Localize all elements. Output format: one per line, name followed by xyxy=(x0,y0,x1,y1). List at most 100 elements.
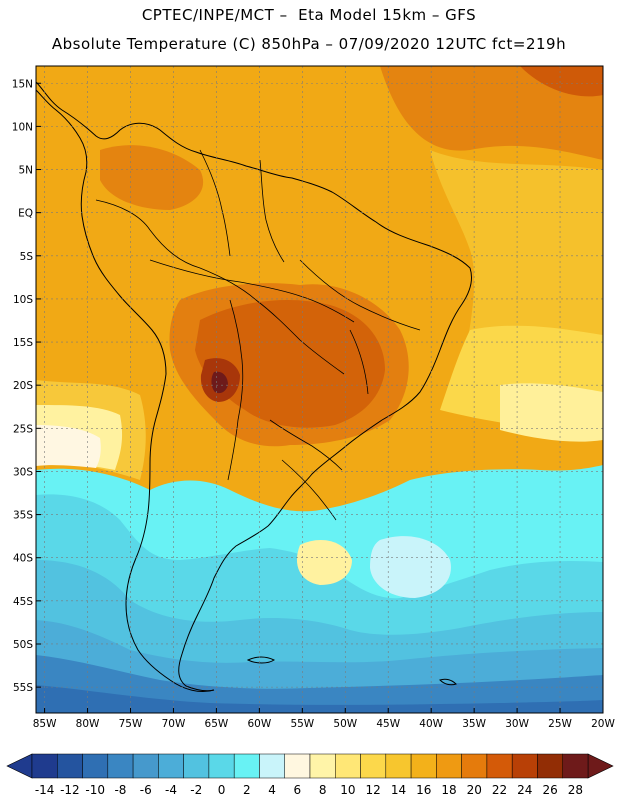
lon-label: 75W xyxy=(119,718,143,730)
map-title-variable: Absolute Temperature (C) 850hPa – 07/09/… xyxy=(51,35,567,53)
colorbar-cell xyxy=(82,753,109,779)
colorbar-label: -8 xyxy=(114,783,126,797)
lat-label: 55S xyxy=(13,682,33,694)
colorbar-label: -10 xyxy=(85,783,105,797)
colorbar-label: 6 xyxy=(294,783,302,797)
lon-label: 70W xyxy=(162,718,186,730)
colorbar-cell xyxy=(31,753,58,779)
colorbar-cell xyxy=(385,753,412,779)
border-line-3 xyxy=(227,299,244,481)
field-cold-m10 xyxy=(36,685,603,713)
lon-label: 30W xyxy=(505,718,529,730)
lat-label: 10N xyxy=(12,121,33,133)
border-line-5 xyxy=(199,149,231,257)
colorbar-cell xyxy=(132,753,159,779)
lat-label: 35S xyxy=(13,510,33,522)
coastline-pacific xyxy=(36,89,215,693)
colorbar-cell xyxy=(57,753,83,779)
lat-label: 15S xyxy=(13,337,33,349)
colorbar-label: -14 xyxy=(35,783,55,797)
lat-label: 40S xyxy=(13,553,33,565)
lon-label: 35W xyxy=(462,718,486,730)
colorbar-arrow-right xyxy=(587,753,614,779)
colorbar-cell xyxy=(183,753,210,779)
field-atlantic-12 xyxy=(500,383,603,442)
lon-label: 45W xyxy=(376,718,400,730)
lon-label: 25W xyxy=(548,718,572,730)
coastline-atlantic xyxy=(36,81,473,692)
lon-label: 40W xyxy=(419,718,443,730)
border-line-7 xyxy=(281,459,337,521)
colorbar-label: 0 xyxy=(218,783,226,797)
lat-label: 10S xyxy=(13,294,33,306)
lat-label: 5N xyxy=(18,165,33,177)
lat-label: 25S xyxy=(13,423,33,435)
colorbar-label: 20 xyxy=(467,783,482,797)
colorbar-cell xyxy=(537,753,563,779)
lat-label: 15N xyxy=(12,78,33,90)
colorbar-label: 4 xyxy=(268,783,276,797)
south-georgia xyxy=(439,678,457,686)
colorbar-label: 10 xyxy=(340,783,355,797)
field-north-warm xyxy=(380,66,603,160)
lon-label: 80W xyxy=(76,718,100,730)
field-north-andes xyxy=(100,145,204,210)
lon-label: 60W xyxy=(247,718,271,730)
latitude-axis: 15N 10N 5N EQ 5S 10S 15S 20S 25S 30S 35S 40S 45S 50S 5… xyxy=(12,78,41,694)
colorbar-label: -12 xyxy=(60,783,80,797)
lon-label: 20W xyxy=(591,718,615,730)
colorbar-cell xyxy=(158,753,184,779)
colorbar-cell xyxy=(436,753,462,779)
map-title-source: CPTEC/INPE/MCT – Eta Model 15km – GFS xyxy=(141,6,477,24)
colorbar-cell xyxy=(461,753,488,779)
colorbar-label: 28 xyxy=(568,783,583,797)
lon-label: 65W xyxy=(205,718,229,730)
colorbar-label: 14 xyxy=(391,783,406,797)
colorbar-label: 2 xyxy=(243,783,251,797)
colorbar-label: 24 xyxy=(517,783,532,797)
lat-label: EQ xyxy=(18,208,33,220)
colorbar-label: -2 xyxy=(190,783,202,797)
colorbar-cell xyxy=(360,753,387,779)
colorbar-cell xyxy=(410,753,437,779)
border-line-1 xyxy=(95,199,345,375)
colorbar-cell xyxy=(107,753,134,779)
colorbar-cell xyxy=(233,753,260,779)
lat-label: 50S xyxy=(13,639,33,651)
field-pacific-8 xyxy=(36,425,101,468)
colorbar-label: 22 xyxy=(492,783,507,797)
colorbar-label: 18 xyxy=(441,783,456,797)
falkland-islands xyxy=(246,656,275,664)
field-interior-22 xyxy=(195,300,385,428)
colorbar-cell xyxy=(208,753,235,779)
temperature-field xyxy=(36,66,603,713)
colorbar-cell xyxy=(309,753,336,779)
border-line-2 xyxy=(149,259,355,323)
border-line-9 xyxy=(349,329,369,395)
field-cold-m6 xyxy=(36,655,603,713)
country-borders xyxy=(95,149,421,521)
colorbar-label: 8 xyxy=(319,783,327,797)
lat-label: 45S xyxy=(13,596,33,608)
map-frame xyxy=(35,65,604,714)
lat-label: 30S xyxy=(13,466,33,478)
colorbar-cell xyxy=(284,753,311,779)
lat-label: 20S xyxy=(13,380,33,392)
lon-label: 85W xyxy=(33,718,57,730)
lon-label: 55W xyxy=(290,718,314,730)
colorbar-cell xyxy=(511,753,538,779)
colorbar-label: -6 xyxy=(140,783,152,797)
colorbar-label: -4 xyxy=(165,783,177,797)
field-cold-6 xyxy=(370,536,451,598)
colorbar-cell xyxy=(562,753,589,779)
field-north-hot xyxy=(520,66,603,97)
colorbar-label: 26 xyxy=(542,783,557,797)
border-line-8 xyxy=(299,259,421,331)
colorbar-label: 16 xyxy=(416,783,431,797)
field-core-26 xyxy=(211,371,228,394)
field-warm-tongue xyxy=(296,540,352,585)
border-line-4 xyxy=(259,159,285,263)
colorbar-label: 12 xyxy=(366,783,381,797)
lon-label: 50W xyxy=(333,718,357,730)
